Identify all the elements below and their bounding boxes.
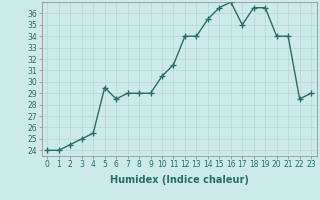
X-axis label: Humidex (Indice chaleur): Humidex (Indice chaleur) xyxy=(110,175,249,185)
